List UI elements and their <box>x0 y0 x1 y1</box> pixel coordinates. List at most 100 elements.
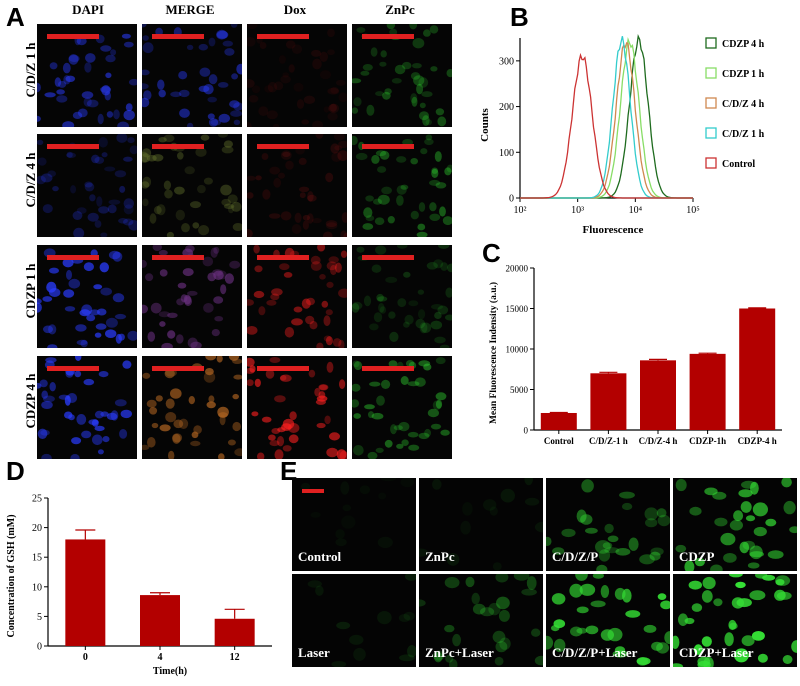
cell <box>98 137 108 148</box>
cell <box>492 562 502 571</box>
cell <box>751 631 765 641</box>
cell <box>207 272 216 282</box>
cell <box>178 71 188 80</box>
cell <box>339 379 346 390</box>
cell <box>106 412 118 420</box>
cell <box>388 311 396 319</box>
cell <box>783 500 796 515</box>
cell <box>310 261 322 271</box>
cell <box>291 44 303 54</box>
x-tick-label: CDZP-1h <box>689 436 726 446</box>
cell <box>128 220 137 231</box>
cell <box>416 83 424 95</box>
cell <box>396 245 408 249</box>
scale-bar <box>257 255 309 260</box>
y-axis-label: Concentration of GSH (mM) <box>6 514 17 637</box>
cell <box>218 412 228 418</box>
cell <box>410 72 421 80</box>
cell <box>720 532 736 546</box>
x-tick-label: 12 <box>230 652 240 663</box>
cell <box>310 512 320 518</box>
x-tick-label: 0 <box>83 652 88 663</box>
cell <box>398 421 410 432</box>
cell <box>142 444 150 450</box>
cell <box>326 361 334 373</box>
legend-swatch <box>705 127 717 139</box>
cell <box>585 527 598 534</box>
cell <box>37 175 46 185</box>
cell <box>745 515 756 522</box>
cell <box>412 63 422 69</box>
cell <box>323 231 333 237</box>
cell <box>217 82 229 88</box>
cell <box>181 223 190 233</box>
cell <box>407 431 419 438</box>
cell <box>411 96 418 107</box>
cell <box>266 299 277 306</box>
cell <box>326 222 338 230</box>
cell <box>236 63 242 75</box>
cell <box>338 339 345 348</box>
cell <box>312 58 322 70</box>
cell <box>149 407 158 415</box>
cell <box>247 24 258 30</box>
cell <box>445 287 452 298</box>
cell <box>142 24 147 28</box>
cell <box>327 112 338 121</box>
cell <box>88 419 99 425</box>
cell <box>650 547 664 556</box>
cell <box>37 115 41 122</box>
cell <box>602 542 613 549</box>
cell <box>52 186 59 192</box>
cell <box>92 434 103 446</box>
cell <box>142 69 150 76</box>
cell <box>125 103 133 112</box>
cell <box>308 369 316 378</box>
cell <box>266 110 278 120</box>
cell <box>526 576 537 590</box>
cell <box>362 223 374 230</box>
panel-d-bar-chart: 0 5 10 15 20 25 0 4 12 Time(h) Concentration of … <box>6 494 272 677</box>
cell <box>678 613 688 626</box>
cell <box>319 274 326 280</box>
cell <box>280 75 291 84</box>
cell <box>167 312 178 318</box>
cell <box>327 87 340 95</box>
x-tick-label: Control <box>544 436 574 446</box>
cell <box>337 150 347 161</box>
micrograph-caption: C/D/Z/P <box>552 549 599 564</box>
cell <box>70 185 77 194</box>
cell <box>340 230 347 237</box>
cell <box>247 175 256 181</box>
cell <box>592 574 604 579</box>
cell <box>576 627 588 634</box>
cell <box>332 338 342 347</box>
cell <box>258 106 269 116</box>
cell <box>262 189 271 200</box>
cell <box>100 232 108 237</box>
cell <box>158 89 166 98</box>
cell <box>177 282 187 289</box>
cell <box>223 203 235 210</box>
cell <box>352 78 362 84</box>
cell <box>496 596 510 610</box>
cell <box>216 356 223 363</box>
cell <box>460 520 471 535</box>
cell <box>581 479 594 493</box>
cell <box>521 588 537 596</box>
cell <box>200 134 210 141</box>
cell <box>149 213 157 224</box>
cell <box>580 514 593 525</box>
column-header-znpc: ZnPc <box>385 2 415 17</box>
cell <box>585 625 599 635</box>
cell <box>220 184 232 196</box>
cell <box>261 416 272 423</box>
bar <box>540 412 577 430</box>
cell <box>370 47 378 57</box>
cell <box>356 27 366 33</box>
cell <box>190 341 202 348</box>
cell <box>371 154 380 164</box>
cell <box>93 284 103 290</box>
cell <box>293 82 304 92</box>
cell <box>288 434 299 444</box>
